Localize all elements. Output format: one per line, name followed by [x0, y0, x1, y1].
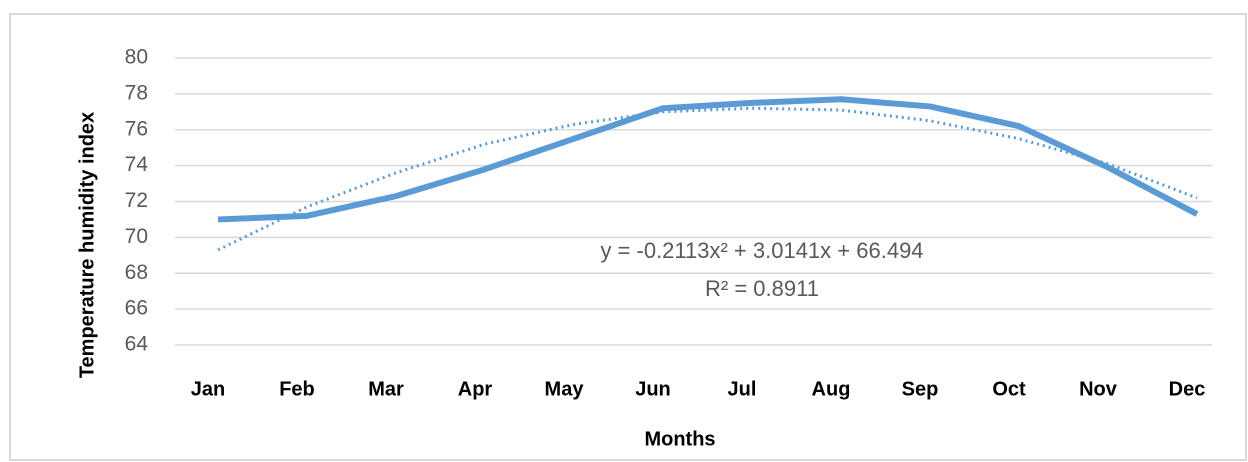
y-tick-label: 80	[125, 46, 148, 69]
y-tick-label: 68	[125, 261, 148, 284]
y-tick-label: 78	[125, 81, 148, 104]
x-tick-label: Feb	[279, 378, 315, 400]
annotation: R² = 0.8911	[705, 276, 819, 301]
x-tick-label: Mar	[368, 378, 404, 400]
x-tick-label: Jun	[635, 378, 671, 400]
x-tick-label: Apr	[458, 378, 493, 400]
x-tick-label: Sep	[902, 378, 939, 400]
x-tick-label: May	[545, 378, 585, 400]
x-tick-label: Nov	[1079, 378, 1118, 400]
x-tick-label: Aug	[812, 378, 851, 400]
x-tick-label: Jul	[728, 378, 757, 400]
x-tick-label: Oct	[992, 378, 1026, 400]
y-tick-label: 70	[125, 225, 148, 248]
data-line	[217, 96, 1199, 223]
x-tick-label: Dec	[1169, 378, 1206, 400]
y-tick-label: 74	[125, 153, 149, 176]
annotation: y = -0.2113x² + 3.0141x + 66.494	[600, 238, 923, 263]
x-tick-label: Jan	[191, 378, 225, 400]
y-tick-label: 66	[125, 297, 148, 320]
y-tick-label: 76	[125, 117, 148, 140]
y-tick-label: 64	[125, 333, 149, 356]
y-tick-label: 72	[125, 189, 148, 212]
y-axis-title: Temperature humidity index	[76, 112, 98, 378]
x-axis-title: Months	[644, 428, 715, 450]
